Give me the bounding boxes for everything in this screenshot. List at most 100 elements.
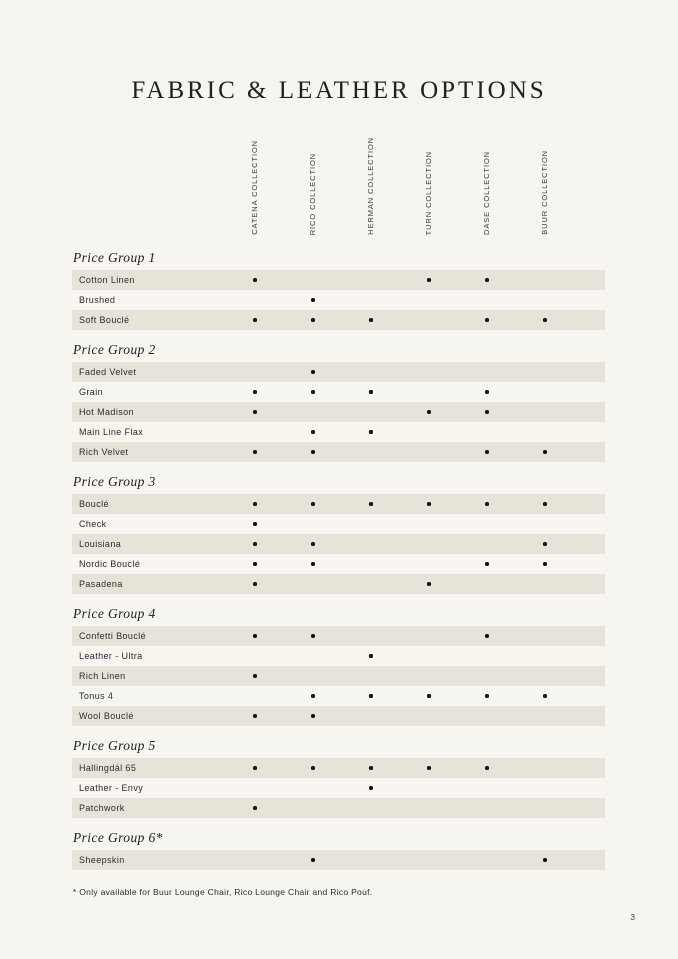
availability-cell — [226, 410, 284, 414]
availability-dot — [369, 318, 373, 322]
fabric-name: Hallingdál 65 — [79, 763, 137, 773]
fabric-name: Leather - Ultra — [79, 651, 143, 661]
availability-cell — [458, 562, 516, 566]
availability-cell — [516, 318, 574, 322]
fabric-row: Pasadena — [72, 574, 605, 594]
page-title: FABRIC & LEATHER OPTIONS — [131, 77, 547, 104]
fabric-row: Faded Velvet — [72, 362, 605, 382]
availability-dot — [427, 410, 431, 414]
price-group: Price Group 1 Cotton Linen Brushed Soft Bou… — [72, 250, 605, 330]
availability-cell — [458, 502, 516, 506]
availability-cell — [226, 502, 284, 506]
availability-cell — [284, 430, 342, 434]
fabric-name: Soft Bouclé — [79, 315, 130, 325]
column-header-label: BUUR COLLECTION — [540, 150, 549, 235]
fabric-row: Sheepskin — [72, 850, 605, 870]
availability-cell — [400, 766, 458, 770]
availability-dot — [485, 278, 489, 282]
column-header-label: DASE COLLECTION — [482, 151, 491, 235]
fabric-row: Wool Bouclé — [72, 706, 605, 726]
fabric-name: Patchwork — [79, 803, 125, 813]
availability-cell — [226, 278, 284, 282]
fabric-name: Nordic Bouclé — [79, 559, 141, 569]
availability-dot — [485, 694, 489, 698]
availability-cell — [284, 694, 342, 698]
price-group: Price Group 6* Sheepskin — [72, 830, 605, 870]
availability-cell — [342, 694, 400, 698]
availability-cell — [284, 298, 342, 302]
availability-dot — [543, 694, 547, 698]
fabric-options-table: CATENA COLLECTION RICO COLLECTION HERMAN C… — [72, 137, 605, 897]
availability-dot — [543, 318, 547, 322]
fabric-row: Main Line Flax — [72, 422, 605, 442]
fabric-name: Rich Velvet — [79, 447, 129, 457]
availability-dot — [253, 806, 257, 810]
availability-dot — [311, 634, 315, 638]
column-header-cell-1: CATENA COLLECTION — [226, 140, 284, 235]
fabric-name: Bouclé — [79, 499, 109, 509]
availability-cell — [516, 502, 574, 506]
availability-cell — [458, 318, 516, 322]
availability-cell — [284, 450, 342, 454]
availability-dot — [253, 318, 257, 322]
availability-dot — [427, 766, 431, 770]
fabric-name: Rich Linen — [79, 671, 126, 681]
fabric-row: Brushed — [72, 290, 605, 310]
availability-cell — [284, 634, 342, 638]
availability-dot — [253, 450, 257, 454]
fabric-name: Tonus 4 — [79, 691, 114, 701]
column-header-label: CATENA COLLECTION — [250, 140, 259, 235]
fabric-name: Cotton Linen — [79, 275, 135, 285]
availability-cell — [458, 766, 516, 770]
availability-cell — [458, 450, 516, 454]
availability-dot — [311, 542, 315, 546]
availability-cell — [516, 858, 574, 862]
page-number: 3 — [630, 913, 635, 922]
availability-dot — [311, 502, 315, 506]
availability-dot — [485, 766, 489, 770]
column-header-label: HERMAN COLLECTION — [366, 137, 375, 235]
price-group-title: Price Group 3 — [73, 474, 156, 489]
fabric-row: Grain — [72, 382, 605, 402]
availability-cell — [458, 278, 516, 282]
column-header-label: TURN COLLECTION — [424, 150, 433, 235]
availability-dot — [369, 786, 373, 790]
footnote: * Only available for Buur Lounge Chair, … — [73, 887, 373, 897]
fabric-name: Grain — [79, 387, 104, 397]
availability-cell — [226, 582, 284, 586]
fabric-name: Louisiana — [79, 539, 122, 549]
availability-dot — [311, 430, 315, 434]
availability-cell — [226, 522, 284, 526]
fabric-row: Check — [72, 514, 605, 534]
availability-cell — [400, 502, 458, 506]
fabric-row: Rich Linen — [72, 666, 605, 686]
availability-dot — [311, 858, 315, 862]
fabric-row: Soft Bouclé — [72, 310, 605, 330]
availability-cell — [458, 390, 516, 394]
availability-cell — [342, 766, 400, 770]
availability-dot — [369, 502, 373, 506]
availability-dot — [311, 390, 315, 394]
price-group-title: Price Group 4 — [73, 606, 156, 621]
fabric-row: Patchwork — [72, 798, 605, 818]
availability-cell — [226, 714, 284, 718]
availability-dot — [311, 766, 315, 770]
availability-cell — [284, 542, 342, 546]
availability-cell — [284, 714, 342, 718]
availability-dot — [543, 450, 547, 454]
availability-dot — [485, 390, 489, 394]
availability-dot — [311, 370, 315, 374]
price-group: Price Group 3 Bouclé Check Louisiana Nordic … — [72, 474, 605, 594]
availability-dot — [253, 278, 257, 282]
availability-dot — [311, 450, 315, 454]
availability-dot — [485, 450, 489, 454]
availability-dot — [543, 562, 547, 566]
column-header-cell-4: TURN COLLECTION — [400, 145, 458, 235]
price-group-title: Price Group 2 — [73, 342, 156, 357]
price-group-title: Price Group 5 — [73, 738, 156, 753]
availability-cell — [516, 542, 574, 546]
fabric-name: Check — [79, 519, 107, 529]
fabric-row: Nordic Bouclé — [72, 554, 605, 574]
availability-cell — [284, 766, 342, 770]
availability-cell — [284, 370, 342, 374]
